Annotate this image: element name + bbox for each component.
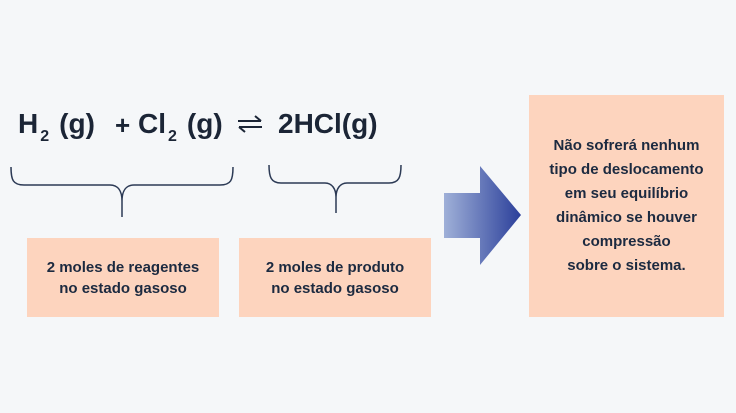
reactants-label-box: 2 moles de reagentes no estado gasoso [27,238,219,317]
cl2-state: (g) [186,108,223,139]
cl2-subscript: 2 [168,128,177,145]
equilibrium-arrows-icon [235,113,265,153]
reactant-h2: H 2 (g) [18,108,95,148]
products-label: 2 moles de produto no estado gasoso [265,258,405,297]
conclusion-text: Não sofrerá nenhum tipo de deslocamento … [549,137,704,274]
h2-subscript: 2 [40,128,50,145]
h2-state: (g) [59,108,95,139]
conclusion-box: Não sofrerá nenhum tipo de deslocamento … [529,95,724,317]
products-brace [268,164,402,213]
product-hcl: 2HCl(g) [278,108,378,139]
reactants-brace [10,166,234,217]
plus-sign: + [115,110,131,140]
reactants-label: 2 moles de reagentes no estado gasoso [46,258,200,297]
right-arrow-icon [444,166,521,265]
h2-symbol: H [18,108,39,139]
cl2-symbol: Cl [138,108,166,139]
products-label-box: 2 moles de produto no estado gasoso [239,238,431,317]
reactant-cl2: Cl 2 (g) [138,108,223,148]
